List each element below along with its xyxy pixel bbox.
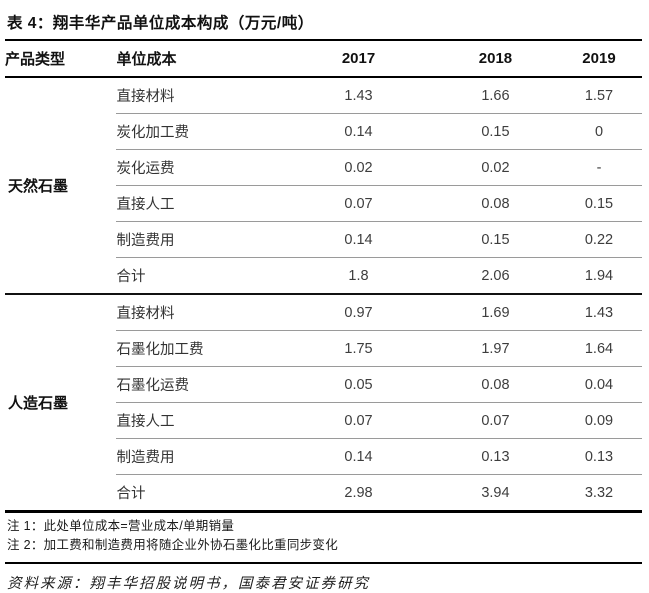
- value-2019: 0.09: [555, 402, 642, 439]
- value-2018: 0.08: [434, 366, 556, 403]
- value-2017: 0.14: [282, 438, 435, 475]
- header-2018: 2018: [434, 41, 556, 78]
- value-2019: 0.13: [555, 438, 642, 475]
- table-row: 石墨化加工费 1.75 1.97 1.64: [5, 330, 642, 367]
- value-2017: 0.05: [282, 366, 435, 403]
- value-2019: 1.94: [555, 257, 642, 294]
- group-artificial-graphite: 人造石墨 直接材料 0.97 1.69 1.43 石墨化加工费 1.75 1.9…: [5, 294, 642, 512]
- table-row: 石墨化运费 0.05 0.08 0.04: [5, 366, 642, 403]
- group-label-natural-graphite: 天然石墨: [8, 178, 69, 195]
- table-title: 表 4：翔丰华产品单位成本构成（万元/吨）: [5, 5, 642, 41]
- cost-item-label: 石墨化加工费: [116, 330, 283, 367]
- group-natural-graphite: 天然石墨 直接材料 1.43 1.66 1.57 炭化加工费 0.14 0.15…: [5, 77, 642, 294]
- value-2019: 3.32: [555, 474, 642, 512]
- value-2019: -: [555, 149, 642, 186]
- table-row: 制造费用 0.14 0.13 0.13: [5, 438, 642, 475]
- value-2019: 1.57: [584, 87, 614, 104]
- value-2018: 0.07: [434, 402, 556, 439]
- table-row-total: 合计 2.98 3.94 3.32: [5, 474, 642, 512]
- value-2018: 1.69: [481, 304, 510, 321]
- cost-item-label: 合计: [116, 257, 283, 294]
- table-row: 制造费用 0.14 0.15 0.22: [5, 221, 642, 258]
- cost-item-label: 炭化加工费: [116, 113, 283, 150]
- header-unit-cost: 单位成本: [116, 41, 283, 78]
- value-2018: 1.97: [434, 330, 556, 367]
- note-1: 注 1：此处单位成本=营业成本/单期销量: [7, 519, 235, 533]
- value-2017: 1.43: [344, 87, 373, 104]
- value-2017: 0.14: [282, 221, 435, 258]
- table-row-total: 合计 1.8 2.06 1.94: [5, 257, 642, 294]
- header-2017: 2017: [282, 41, 435, 78]
- header-product-type: 产品类型: [5, 41, 117, 78]
- report-table-page: { "title": "表 4：翔丰华产品单位成本构成（万元/吨）", "tab…: [5, 5, 642, 592]
- table-row: 人造石墨 直接材料 0.97 1.69 1.43: [5, 294, 642, 413]
- value-2017: 0.97: [344, 304, 373, 321]
- value-2019: 0.22: [555, 221, 642, 258]
- cost-item-label: 炭化运费: [116, 149, 283, 186]
- table-row: 天然石墨 直接材料 1.43 1.66 1.57: [5, 77, 642, 196]
- cost-item-label: 石墨化运费: [116, 366, 283, 403]
- data-source: 资料来源：翔丰华招股说明书，国泰君安证券研究: [7, 575, 370, 592]
- value-2019: 0: [555, 113, 642, 150]
- table-row: 炭化运费 0.02 0.02 -: [5, 149, 642, 186]
- value-2017: 1.75: [282, 330, 435, 367]
- value-2019: 1.64: [555, 330, 642, 367]
- value-2019: 0.15: [555, 185, 642, 222]
- value-2018: 2.06: [434, 257, 556, 294]
- value-2017: 2.98: [282, 474, 435, 512]
- cost-item-label: 制造费用: [116, 438, 283, 475]
- value-2019: 0.04: [555, 366, 642, 403]
- value-2018: 0.13: [434, 438, 556, 475]
- value-2018: 0.15: [434, 113, 556, 150]
- value-2019: 1.43: [584, 304, 614, 321]
- cost-item-label: 直接材料: [116, 306, 175, 322]
- value-2018: 0.02: [434, 149, 556, 186]
- value-2018: 1.66: [481, 87, 510, 104]
- cost-item-label: 合计: [116, 474, 283, 512]
- note-2: 注 2：加工费和制造费用将随企业外协石墨化比重同步变化: [7, 538, 339, 553]
- group-label-artificial-graphite: 人造石墨: [8, 395, 69, 412]
- table-row: 直接人工 0.07 0.08 0.15: [5, 185, 642, 222]
- value-2017: 0.07: [282, 402, 435, 439]
- value-2017: 0.07: [282, 185, 435, 222]
- value-2017: 1.8: [282, 257, 435, 294]
- unit-cost-table: 产品类型 单位成本 2017 2018 2019 天然石墨 直接材料 1.43 …: [5, 41, 642, 513]
- value-2018: 0.08: [434, 185, 556, 222]
- value-2017: 0.14: [282, 113, 435, 150]
- table-row: 炭化加工费 0.14 0.15 0: [5, 113, 642, 150]
- table-header-row: 产品类型 单位成本 2017 2018 2019: [5, 41, 642, 78]
- cost-item-label: 制造费用: [116, 221, 283, 258]
- cost-item-label: 直接材料: [116, 89, 175, 105]
- value-2018: 3.94: [434, 474, 556, 512]
- cost-item-label: 直接人工: [116, 402, 283, 439]
- cost-item-label: 直接人工: [116, 185, 283, 222]
- value-2018: 0.15: [434, 221, 556, 258]
- header-2019: 2019: [555, 41, 642, 78]
- table-row: 直接人工 0.07 0.07 0.09: [5, 402, 642, 439]
- value-2017: 0.02: [282, 149, 435, 186]
